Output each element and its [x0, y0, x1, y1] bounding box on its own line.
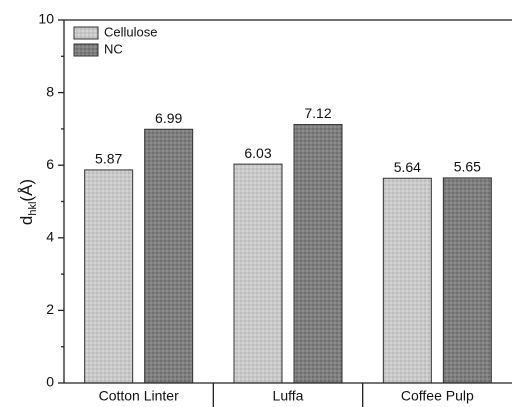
x-tick-label: Cotton Linter	[99, 388, 179, 404]
y-tick-label: 4	[46, 229, 54, 245]
value-label: 5.87	[95, 151, 122, 167]
y-tick-label: 10	[38, 11, 54, 27]
y-tick-label: 0	[46, 374, 54, 390]
y-tick-label: 8	[46, 83, 54, 99]
legend-swatch	[73, 43, 99, 57]
bar	[293, 124, 343, 384]
bar	[382, 177, 432, 384]
value-label: 5.65	[454, 159, 481, 175]
bar	[442, 177, 492, 384]
legend-label: Cellulose	[104, 24, 157, 39]
bar	[84, 169, 134, 384]
x-tick-label: Coffee Pulp	[401, 388, 474, 404]
y-label-sub: hkl	[27, 202, 39, 216]
y-tick-label: 2	[46, 301, 54, 317]
x-tick-label: Luffa	[273, 388, 304, 404]
value-label: 6.03	[244, 145, 271, 161]
value-label: 5.64	[394, 159, 421, 175]
bar	[144, 128, 194, 384]
value-label: 7.12	[304, 105, 331, 121]
bar	[233, 163, 283, 384]
y-tick-label: 6	[46, 156, 54, 172]
legend-swatch	[73, 26, 99, 40]
y-label-unit: (Å)	[17, 179, 36, 202]
y-label-main: d	[17, 216, 36, 225]
y-axis-label: dhkl(Å)	[17, 179, 38, 225]
legend-label: NC	[104, 41, 123, 56]
value-label: 6.99	[155, 110, 182, 126]
